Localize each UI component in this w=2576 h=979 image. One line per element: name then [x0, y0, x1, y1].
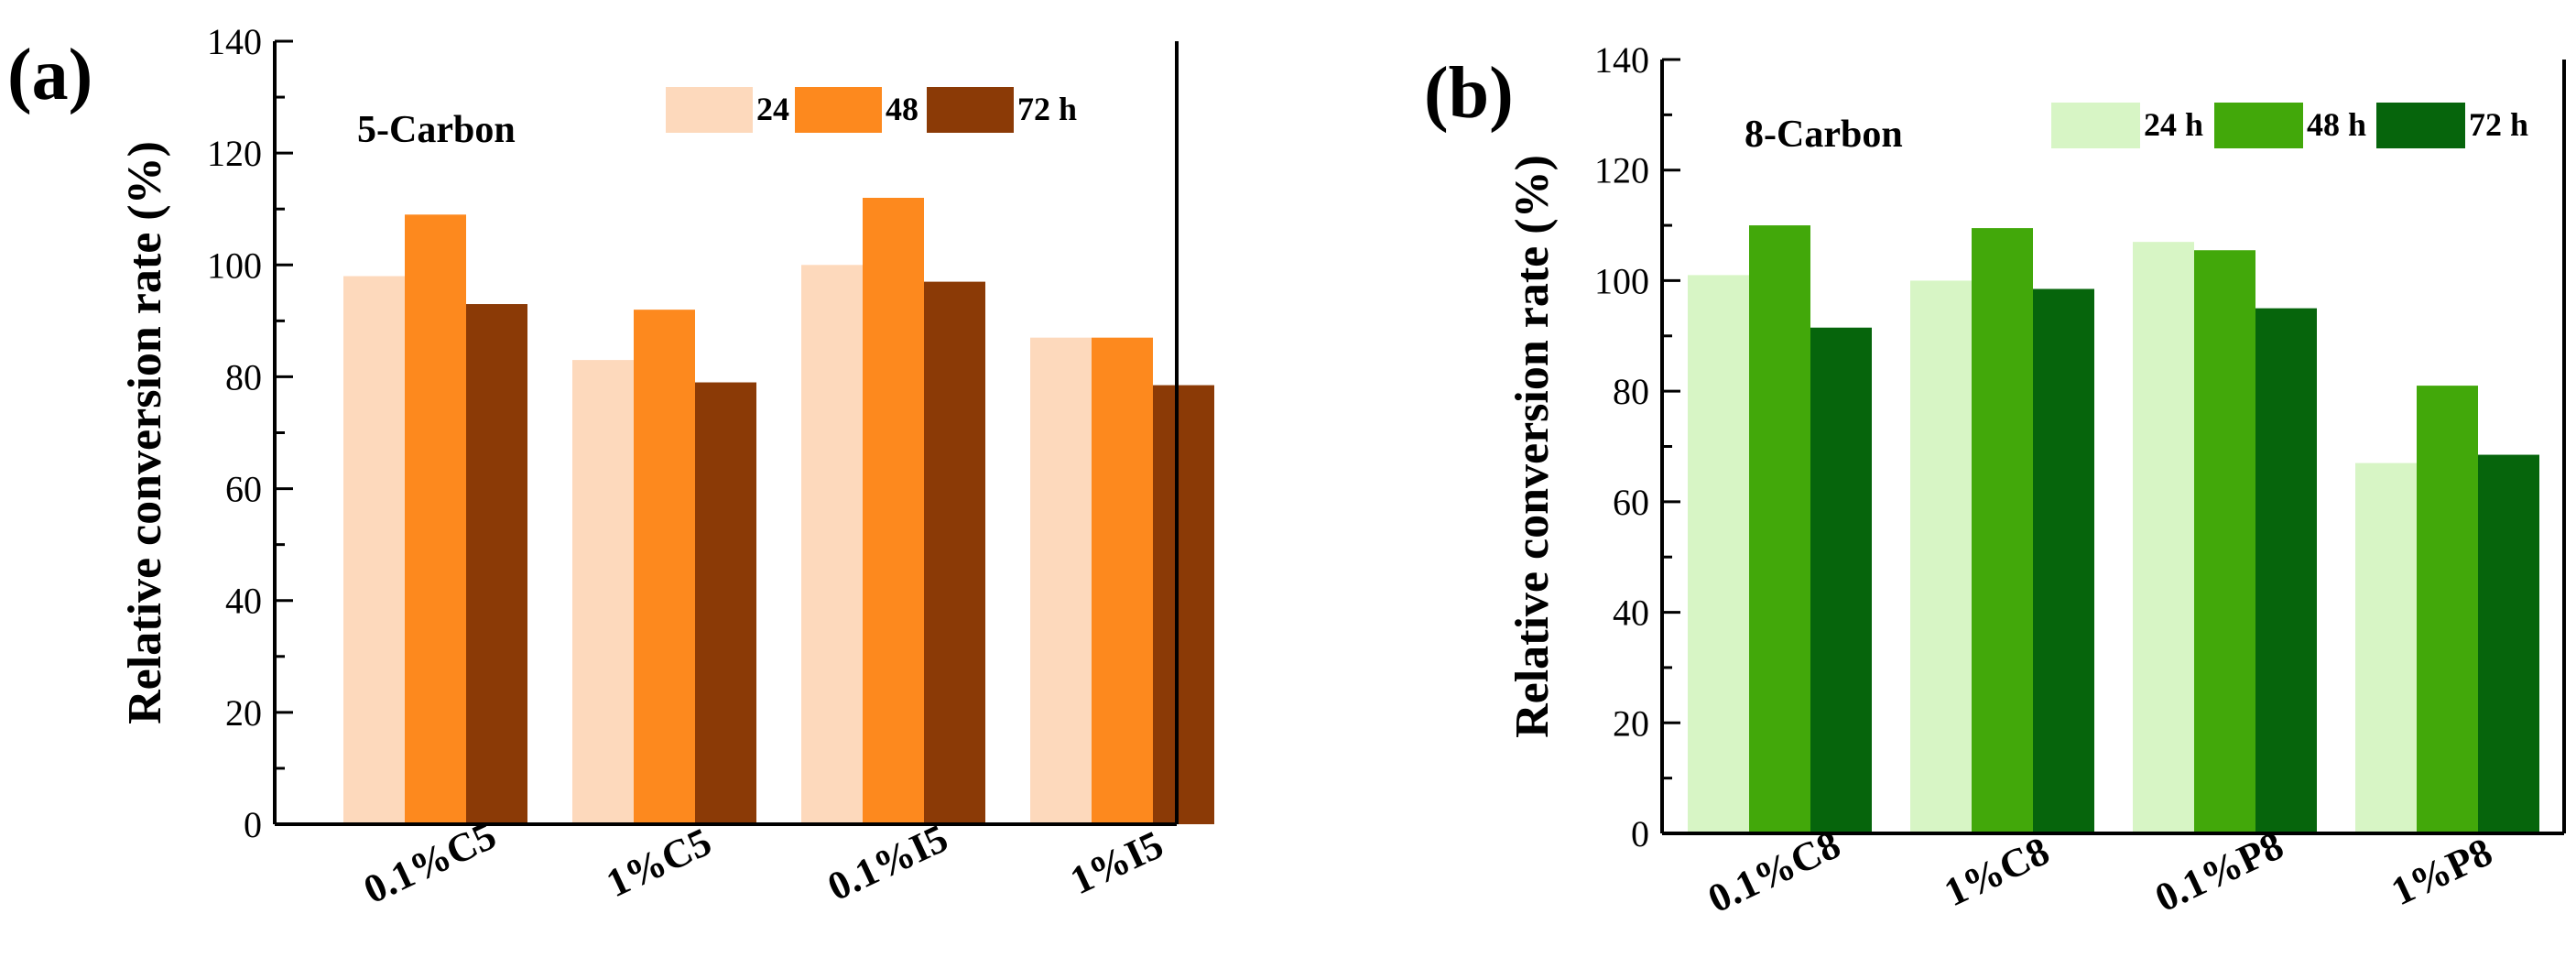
- panel-b-legend-label-1: 48 h: [2307, 106, 2366, 143]
- panel-a-title: 5-Carbon: [357, 109, 516, 151]
- panel-b-ytick-label-40: 40: [1613, 593, 1649, 634]
- panel-a-label: (a): [7, 35, 92, 115]
- panel-b-bar-1%C8-72h: [2033, 288, 2094, 833]
- panel-b-category-label-3: 1%P8: [2385, 829, 2499, 914]
- panel-b-legend-label-0: 24 h: [2144, 106, 2203, 143]
- panel-a-bar-0.1%C5-24h: [343, 276, 405, 824]
- panel-a-legend-swatch-0: [666, 87, 753, 133]
- panel-b-ytick-label-60: 60: [1613, 482, 1649, 523]
- panel-b-bar-1%P8-48h: [2417, 386, 2478, 833]
- panel-a-category-label-3: 1%I5: [1063, 821, 1169, 903]
- panel-a-chart: 0 20 40 60 80 100 120 140 0.1%C5 1%C5 0.1%I5 1%I5 Re…: [7, 21, 1214, 912]
- panel-a-bar-0.1%I5-72h: [924, 281, 985, 824]
- panel-b-bar-0.1%P8-48h: [2194, 250, 2255, 833]
- panel-a-ytick-label-60: 60: [225, 469, 262, 510]
- panel-a-bar-0.1%I5-48h: [863, 198, 924, 824]
- panel-a-category-label-0: 0.1%C5: [357, 812, 503, 912]
- panel-a-ytick-label-140: 140: [207, 21, 262, 62]
- panel-b-bar-1%C8-24h: [1910, 280, 1972, 833]
- panel-b-title: 8-Carbon: [1745, 114, 1903, 156]
- panel-b-ytick-label-80: 80: [1613, 371, 1649, 412]
- panel-a-ytick-label-40: 40: [225, 581, 262, 622]
- panel-a-ytick-label-100: 100: [207, 245, 262, 286]
- panel-b-legend-swatch-1: [2214, 103, 2303, 148]
- panel-b-legend-label-2: 72 h: [2469, 106, 2528, 143]
- panel-a-bar-1%C5-24h: [572, 360, 634, 824]
- panel-b-ytick-label-0: 0: [1631, 813, 1649, 854]
- panel-a-legend-swatch-1: [795, 87, 882, 133]
- panel-b-ytick-label-140: 140: [1594, 39, 1649, 81]
- panel-b-bar-0.1%C8-72h: [1810, 327, 1872, 833]
- panel-a-bar-1%I5-72h: [1153, 385, 1214, 824]
- panel-b-category-label-2: 0.1%P8: [2148, 822, 2290, 920]
- panel-b-bar-0.1%P8-24h: [2133, 242, 2194, 833]
- panel-b-bar-1%P8-72h: [2478, 454, 2539, 833]
- panel-b-ytick-label-20: 20: [1613, 702, 1649, 744]
- panel-b-legend-swatch-0: [2051, 103, 2140, 148]
- panel-a-ytick-label-120: 120: [207, 133, 262, 174]
- panel-a-bar-1%I5-24h: [1030, 337, 1092, 824]
- panel-b-bar-0.1%C8-48h: [1749, 225, 1810, 834]
- panel-b-ylabel: Relative conversion rate (%): [1506, 155, 1559, 738]
- panel-a-legend-label-2: 72 h: [1017, 91, 1077, 127]
- panel-b-bar-0.1%C8-24h: [1688, 275, 1749, 834]
- panel-a-bar-0.1%C5-72h: [466, 304, 527, 824]
- panel-b-chart: 0 20 40 60 80 100 120 140 0.1%C8 1%C8 0.1%P8 1%P8 Re…: [1424, 39, 2566, 921]
- panel-a-category-label-1: 1%C5: [600, 819, 718, 906]
- panel-b-bar-1%P8-24h: [2355, 462, 2417, 833]
- panel-a-ytick-label-0: 0: [244, 804, 262, 845]
- panel-b-legend-swatch-2: [2376, 103, 2465, 148]
- panel-b-bar-0.1%P8-72h: [2255, 308, 2317, 833]
- panel-a-bar-1%C5-48h: [634, 310, 695, 825]
- panel-a-category-label-2: 0.1%I5: [821, 815, 954, 909]
- panel-a-bar-0.1%C5-48h: [405, 214, 466, 825]
- panel-a-legend-swatch-2: [927, 87, 1014, 133]
- panel-b-category-label-0: 0.1%C8: [1701, 821, 1847, 921]
- panel-b-ytick-label-120: 120: [1594, 150, 1649, 191]
- panel-a-bar-0.1%I5-24h: [801, 265, 863, 824]
- panel-a-bar-1%C5-72h: [695, 382, 756, 824]
- panel-b-ytick-label-100: 100: [1594, 260, 1649, 301]
- panel-a-ytick-label-20: 20: [225, 692, 262, 734]
- panel-b-bar-1%C8-48h: [1972, 228, 2033, 833]
- panel-a-bar-1%I5-48h: [1092, 337, 1153, 824]
- panel-a-ylabel: Relative conversion rate (%): [119, 141, 171, 724]
- panel-b-label: (b): [1424, 53, 1514, 134]
- panel-b-category-label-1: 1%C8: [1938, 828, 2056, 915]
- panel-a-ytick-label-80: 80: [225, 356, 262, 397]
